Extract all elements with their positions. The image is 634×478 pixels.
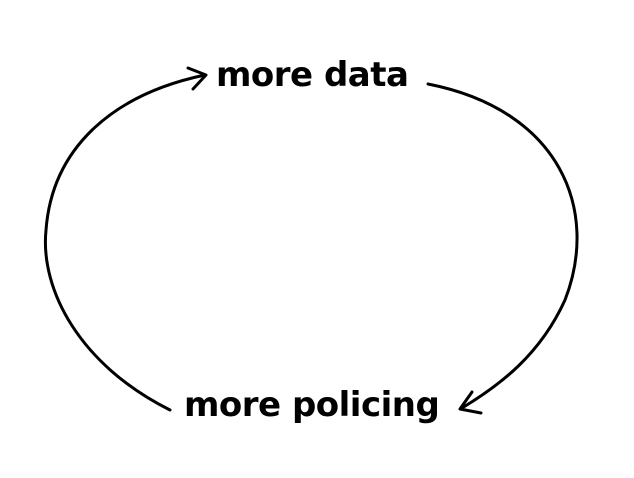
arrowhead-data-icon [186, 66, 208, 91]
arrow-policing-to-data [43, 73, 207, 412]
node-label-more-data: more data [216, 55, 409, 95]
arrowhead-policing-icon [458, 390, 483, 415]
node-label-more-policing: more policing [184, 385, 440, 425]
arrow-data-to-policing [426, 82, 579, 410]
